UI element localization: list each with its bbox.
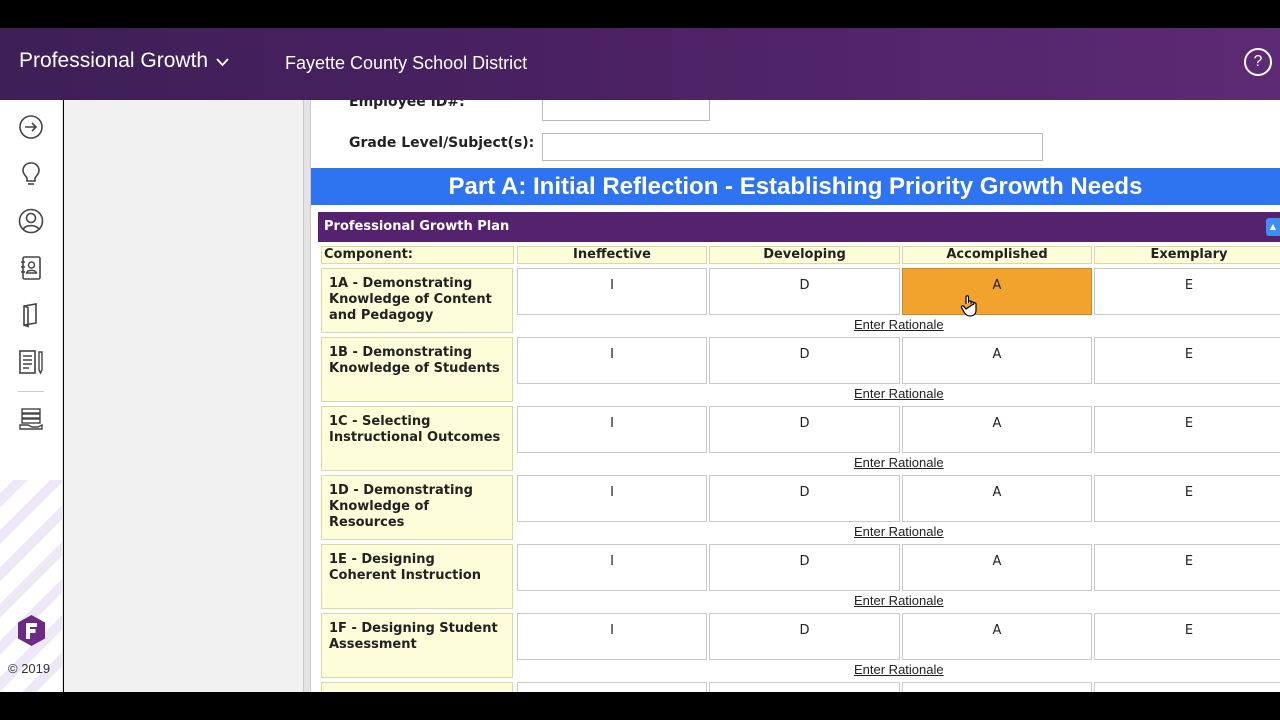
rating-cell-accomplished[interactable]: A (902, 268, 1092, 315)
column-header-exemplary: Exemplary (1094, 246, 1280, 264)
enter-rationale-link[interactable]: Enter Rationale (854, 524, 944, 539)
plan-title: Professional Growth Plan (324, 219, 510, 234)
address-book-icon[interactable] (17, 254, 45, 282)
rating-cell-ineffective[interactable]: I (517, 337, 707, 384)
table-row: 1C - Selecting Instructional Outcomes (321, 406, 513, 471)
rating-cell-developing[interactable]: D (709, 406, 900, 453)
rating-cell-exemplary[interactable]: E (1094, 406, 1280, 453)
chevron-up-icon: ▲ (1269, 222, 1277, 231)
rating-cell-exemplary[interactable]: E (1094, 544, 1280, 591)
rating-cell-developing[interactable]: D (709, 613, 900, 660)
column-header-developing: Developing (709, 246, 900, 264)
rating-cell-accomplished[interactable]: A (902, 337, 1092, 384)
sidebar-divider (18, 391, 44, 392)
table-row-partial (321, 682, 513, 692)
top-bar: Professional Growth Fayette County Schoo… (0, 28, 1280, 100)
rating-cell-exemplary[interactable]: E (1094, 268, 1280, 315)
letterbox-top (0, 0, 1280, 28)
chevron-down-icon (216, 54, 229, 70)
rating-cell-ineffective[interactable]: I (517, 613, 707, 660)
rating-cell-partial[interactable] (1094, 682, 1280, 692)
enter-rationale-link[interactable]: Enter Rationale (854, 455, 944, 470)
rating-cell-exemplary[interactable]: E (1094, 475, 1280, 522)
rating-cell-developing[interactable]: D (709, 268, 900, 315)
rating-cell-accomplished[interactable]: A (902, 475, 1092, 522)
table-row: 1F - Designing Student Assessment (321, 613, 513, 678)
employee-id-label: Employee ID#: (349, 100, 465, 110)
form-content: Employee ID#: Grade Level/Subject(s): Pa… (311, 100, 1280, 692)
grade-level-label: Grade Level/Subject(s): (349, 135, 535, 151)
enter-rationale-link[interactable]: Enter Rationale (854, 386, 944, 401)
arrow-right-circle-icon[interactable] (17, 113, 45, 141)
sidebar: © 2019 (0, 100, 63, 692)
left-panel (64, 100, 303, 692)
book-icon[interactable] (17, 301, 45, 329)
employee-id-field[interactable] (542, 100, 710, 121)
rating-cell-ineffective[interactable]: I (517, 406, 707, 453)
rating-cell-ineffective[interactable]: I (517, 544, 707, 591)
enter-rationale-link[interactable]: Enter Rationale (854, 662, 944, 677)
rating-cell-ineffective[interactable]: I (517, 475, 707, 522)
table-row: 1B - Demonstrating Knowledge of Students (321, 337, 513, 402)
rating-cell-accomplished[interactable]: A (902, 406, 1092, 453)
rating-cell-developing[interactable]: D (709, 475, 900, 522)
help-symbol: ? (1253, 53, 1263, 70)
copyright: © 2019 (8, 661, 51, 676)
rating-cell-accomplished[interactable]: A (902, 613, 1092, 660)
enter-rationale-link[interactable]: Enter Rationale (854, 593, 944, 608)
column-header-ineffective: Ineffective (517, 246, 707, 264)
rating-cell-accomplished[interactable]: A (902, 544, 1092, 591)
rating-cell-developing[interactable]: D (709, 544, 900, 591)
user-circle-icon[interactable] (17, 207, 45, 235)
rating-cell-partial[interactable] (517, 682, 707, 692)
plan-section-header: Professional Growth Plan ▲ (318, 212, 1280, 242)
table-row: 1E - Designing Coherent Instruction (321, 544, 513, 609)
rating-cell-developing[interactable]: D (709, 337, 900, 384)
column-header-component: Component: (321, 246, 514, 264)
column-header-accomplished: Accomplished (902, 246, 1092, 264)
collapse-button[interactable]: ▲ (1266, 218, 1280, 236)
table-row: 1A - Demonstrating Knowledge of Content … (321, 268, 513, 333)
district-name: Fayette County School District (285, 53, 528, 73)
rating-cell-partial[interactable] (902, 682, 1092, 692)
app-title: Professional Growth (19, 49, 209, 72)
letterbox-bottom (0, 692, 1280, 720)
help-icon[interactable]: ? (1244, 48, 1272, 76)
splitter-handle[interactable] (303, 100, 311, 692)
table-row: 1D - Demonstrating Knowledge of Resource… (321, 475, 513, 540)
hand-cursor-icon (960, 294, 982, 318)
document-pen-icon[interactable] (17, 348, 45, 376)
frontline-logo-icon (16, 614, 47, 647)
enter-rationale-link[interactable]: Enter Rationale (854, 317, 944, 332)
lightbulb-icon[interactable] (17, 160, 45, 188)
rating-cell-exemplary[interactable]: E (1094, 613, 1280, 660)
stack-hand-icon[interactable] (17, 405, 45, 433)
grade-level-field[interactable] (542, 133, 1043, 161)
rating-cell-exemplary[interactable]: E (1094, 337, 1280, 384)
app-title-menu[interactable]: Professional Growth (19, 49, 229, 73)
rating-cell-ineffective[interactable]: I (517, 268, 707, 315)
rating-cell-partial[interactable] (709, 682, 900, 692)
part-a-banner: Part A: Initial Reflection - Establishin… (311, 168, 1280, 205)
